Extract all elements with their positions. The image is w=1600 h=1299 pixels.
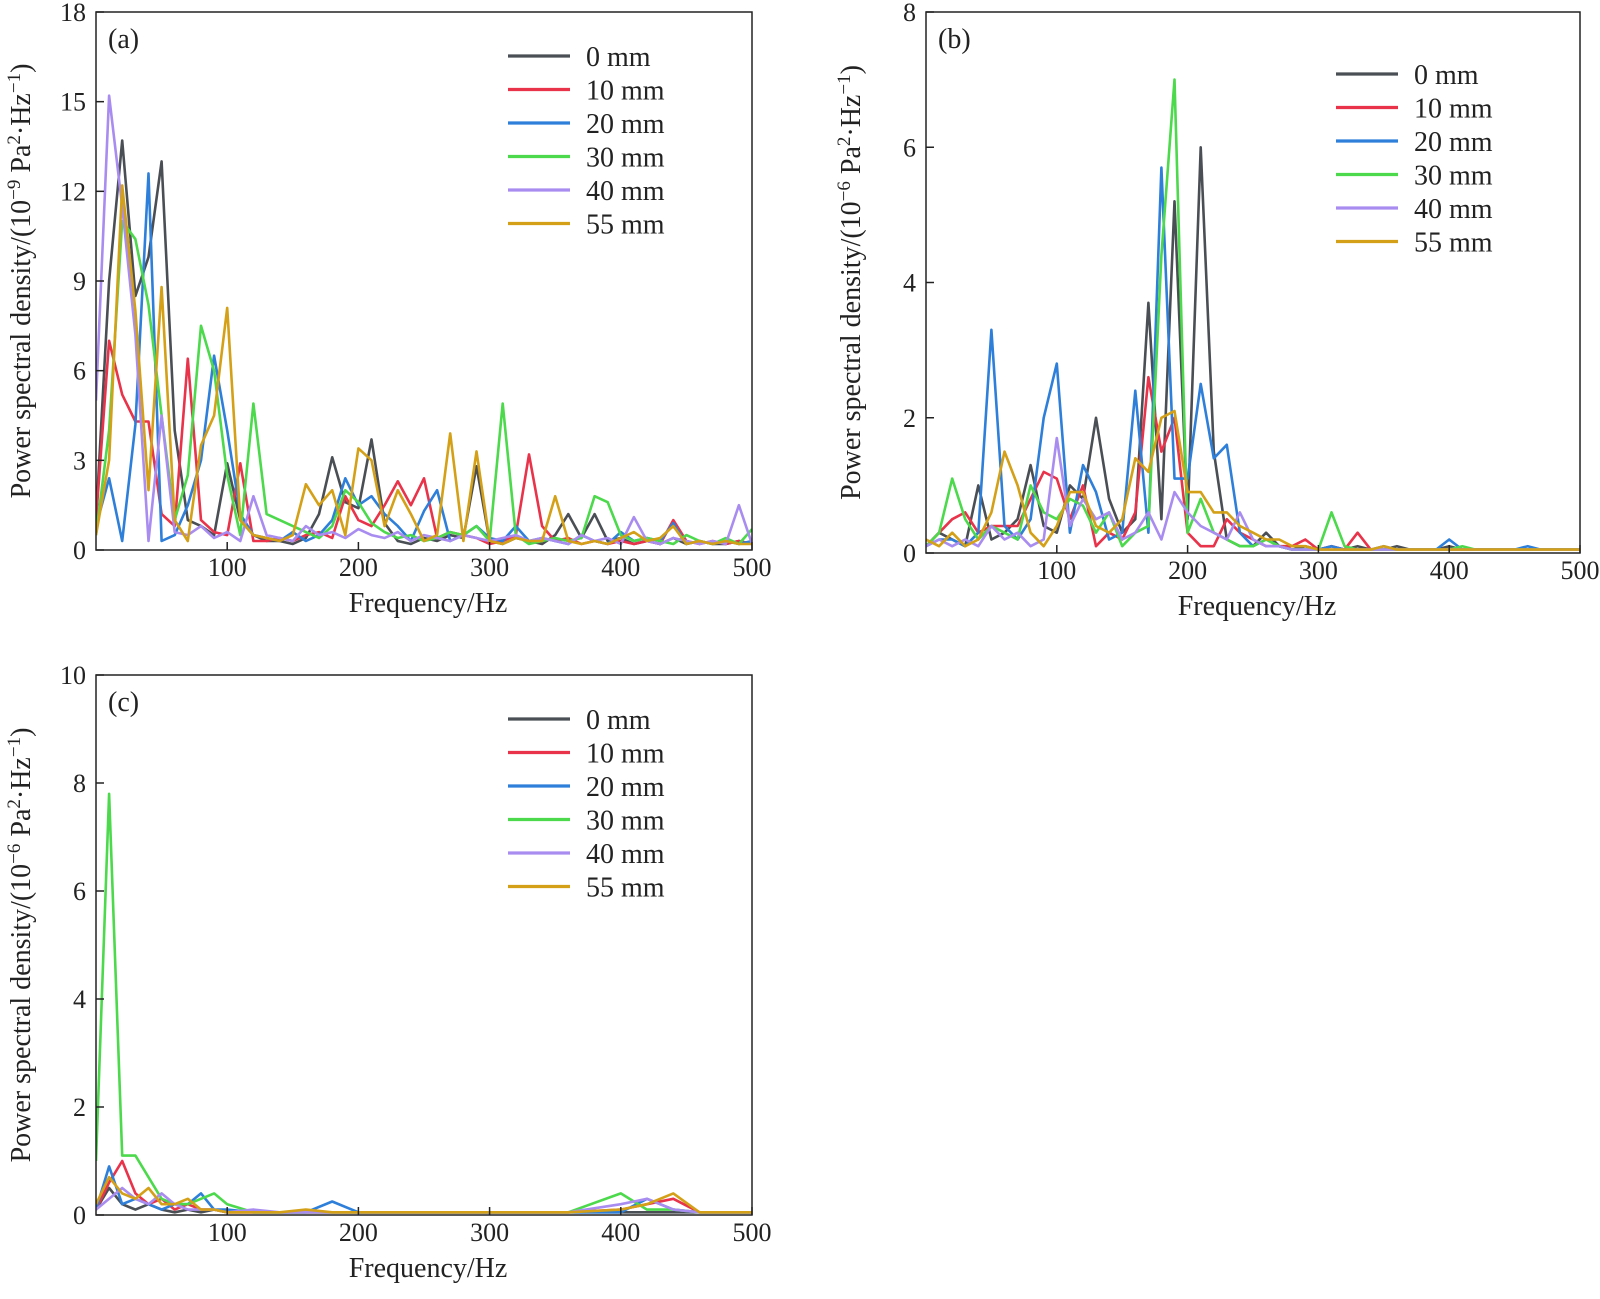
y-axis-label: Power spectral density/(10−9 Pa2·Hz−1)	[4, 64, 38, 499]
y-tick-label: 0	[73, 1201, 86, 1230]
legend-label: 10 mm	[586, 739, 665, 770]
series-line-40-mm	[96, 94, 752, 546]
series-line-10-mm	[96, 339, 752, 546]
y-tick-label: 8	[903, 0, 916, 27]
legend-label: 20 mm	[586, 772, 665, 803]
legend-label: 0 mm	[1414, 60, 1479, 91]
plot-frame	[95, 674, 753, 1216]
series-line-10-mm	[926, 375, 1580, 551]
x-tick-label: 300	[470, 553, 509, 582]
y-tick-label: 8	[73, 769, 86, 798]
x-axis-label: Frequency/Hz	[349, 1253, 508, 1284]
x-axis-label: Frequency/Hz	[349, 588, 508, 619]
y-tick-label: 3	[73, 446, 86, 475]
legend-label: 40 mm	[586, 176, 665, 207]
legend-label: 40 mm	[1414, 194, 1493, 225]
legend-label: 30 mm	[586, 143, 665, 174]
panel-label: (c)	[108, 687, 139, 718]
y-tick-label: 6	[903, 133, 916, 162]
y-tick-label: 2	[903, 404, 916, 433]
y-tick-label: 6	[73, 877, 86, 906]
legend-label: 20 mm	[1414, 127, 1493, 158]
series-line-55-mm	[96, 184, 752, 546]
series-line-55-mm	[926, 409, 1580, 551]
y-axis-label: Power spectral density/(10−6 Pa2·Hz−1)	[834, 65, 868, 500]
x-axis-label: Frequency/Hz	[1178, 591, 1337, 622]
legend-label: 10 mm	[586, 76, 665, 107]
y-tick-label: 2	[73, 1093, 86, 1122]
x-tick-label: 500	[733, 553, 772, 582]
x-tick-label: 100	[208, 1218, 247, 1247]
y-tick-label: 6	[73, 357, 86, 386]
legend-label: 0 mm	[586, 705, 651, 736]
x-tick-label: 200	[1168, 556, 1207, 585]
y-tick-label: 4	[903, 269, 916, 298]
x-tick-label: 500	[1561, 556, 1600, 585]
x-tick-label: 400	[1430, 556, 1469, 585]
y-tick-label: 0	[903, 539, 916, 568]
x-tick-label: 400	[601, 1218, 640, 1247]
x-tick-label: 300	[1299, 556, 1338, 585]
y-tick-label: 10	[60, 661, 86, 690]
y-tick-label: 12	[60, 177, 86, 206]
y-tick-label: 4	[73, 985, 86, 1014]
legend-label: 55 mm	[586, 210, 665, 241]
series-line-55-mm	[96, 1175, 752, 1214]
legend-label: 20 mm	[586, 109, 665, 140]
panel-label: (b)	[938, 24, 971, 55]
series-line-40-mm	[96, 1186, 752, 1214]
legend-label: 40 mm	[586, 839, 665, 870]
legend-label: 0 mm	[586, 42, 651, 73]
y-tick-label: 0	[73, 536, 86, 565]
x-tick-label: 300	[470, 1218, 509, 1247]
x-tick-label: 200	[339, 1218, 378, 1247]
x-tick-label: 100	[208, 553, 247, 582]
y-tick-label: 9	[73, 267, 86, 296]
x-tick-label: 200	[339, 553, 378, 582]
legend-label: 30 mm	[586, 806, 665, 837]
legend-label: 10 mm	[1414, 94, 1493, 125]
legend-label: 55 mm	[1414, 228, 1493, 259]
chart-panel-a: 100 200 300 400 500 0 3 6 9 12 15 18 Frequency/Hz Pow…	[4, 0, 772, 619]
chart-panel-b: 100 200 300 400 500 0 2 4 6 8 Frequency/Hz Power sp…	[834, 0, 1600, 622]
y-tick-label: 15	[60, 88, 86, 117]
x-tick-label: 400	[601, 553, 640, 582]
chart-panel-c: 100 200 300 400 500 0 2 4 6 8 10 Frequency/Hz Power …	[4, 661, 772, 1284]
x-tick-label: 100	[1037, 556, 1076, 585]
x-tick-label: 500	[733, 1218, 772, 1247]
legend-label: 55 mm	[586, 873, 665, 904]
y-tick-label: 18	[60, 0, 86, 27]
panel-label: (a)	[108, 24, 139, 55]
y-axis-label: Power spectral density/(10−6 Pa2·Hz−1)	[4, 728, 38, 1163]
legend-label: 30 mm	[1414, 161, 1493, 192]
